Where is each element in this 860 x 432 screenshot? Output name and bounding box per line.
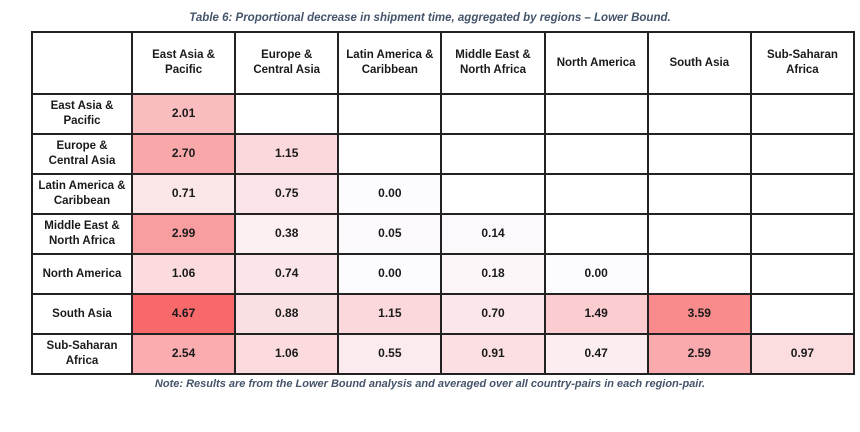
- row-header: South Asia: [31, 293, 133, 335]
- empty-cell: [543, 213, 649, 255]
- empty-cell: [440, 93, 546, 135]
- table-row: Europe & Central Asia 2.70 1.15: [31, 133, 856, 175]
- heat-cell: 0.55: [337, 333, 443, 375]
- empty-cell: [543, 93, 649, 135]
- table-caption: Table 6: Proportional decrease in shipme…: [189, 12, 671, 24]
- empty-cell: [646, 213, 752, 255]
- empty-cell: [543, 173, 649, 215]
- empty-cell: [337, 133, 443, 175]
- empty-cell: [440, 173, 546, 215]
- heat-cell: 0.74: [234, 253, 340, 295]
- empty-cell: [749, 253, 856, 295]
- heat-cell: 0.75: [234, 173, 340, 215]
- corner-cell: [31, 31, 133, 95]
- heat-cell: 3.59: [646, 293, 752, 335]
- col-header: Europe & Central Asia: [234, 31, 340, 95]
- col-header: South Asia: [646, 31, 752, 95]
- heat-cell: 0.47: [543, 333, 649, 375]
- col-header: East Asia & Pacific: [130, 31, 237, 95]
- heat-cell: 0.88: [234, 293, 340, 335]
- empty-cell: [543, 133, 649, 175]
- col-header: Latin America & Caribbean: [337, 31, 443, 95]
- heat-cell: 1.15: [337, 293, 443, 335]
- empty-cell: [646, 93, 752, 135]
- heat-cell: 4.67: [130, 293, 237, 335]
- heat-cell: 0.14: [440, 213, 546, 255]
- heat-cell: 0.00: [543, 253, 649, 295]
- heat-cell: 2.59: [646, 333, 752, 375]
- row-header: Middle East & North Africa: [31, 213, 133, 255]
- heat-cell: 0.00: [337, 253, 443, 295]
- empty-cell: [646, 133, 752, 175]
- table-row: Middle East & North Africa 2.99 0.38 0.05 0.…: [31, 213, 856, 255]
- heat-cell: 0.18: [440, 253, 546, 295]
- heat-cell: 2.99: [130, 213, 237, 255]
- table-row: Latin America & Caribbean 0.71 0.75 0.00: [31, 173, 856, 215]
- heat-cell: 0.05: [337, 213, 443, 255]
- heat-cell: 2.54: [130, 333, 237, 375]
- heat-cell: 0.91: [440, 333, 546, 375]
- row-header: Europe & Central Asia: [31, 133, 133, 175]
- empty-cell: [749, 93, 856, 135]
- row-header: Latin America & Caribbean: [31, 173, 133, 215]
- heat-cell: 0.70: [440, 293, 546, 335]
- empty-cell: [646, 173, 752, 215]
- col-header: Middle East & North Africa: [440, 31, 546, 95]
- heat-cell: 1.06: [130, 253, 237, 295]
- table-row: South Asia 4.67 0.88 1.15 0.70 1.49 3.59: [31, 293, 856, 335]
- empty-cell: [749, 293, 856, 335]
- table-row: East Asia & Pacific 2.01: [31, 93, 856, 135]
- heat-cell: 1.49: [543, 293, 649, 335]
- col-header: Sub-Saharan Africa: [749, 31, 856, 95]
- empty-cell: [337, 93, 443, 135]
- header-row: East Asia & Pacific Europe & Central Asia…: [31, 31, 856, 95]
- table-note: Note: Results are from the Lower Bound a…: [154, 378, 706, 390]
- heatmap-table: East Asia & Pacific Europe & Central Asia…: [31, 31, 856, 375]
- row-header: East Asia & Pacific: [31, 93, 133, 135]
- row-header: North America: [31, 253, 133, 295]
- heat-cell: 1.06: [234, 333, 340, 375]
- heat-cell: 2.70: [130, 133, 237, 175]
- heat-cell: 0.71: [130, 173, 237, 215]
- empty-cell: [749, 133, 856, 175]
- empty-cell: [234, 93, 340, 135]
- table-row: Sub-Saharan Africa 2.54 1.06 0.55 0.91 0.47 2.…: [31, 333, 856, 375]
- col-header: North America: [543, 31, 649, 95]
- empty-cell: [440, 133, 546, 175]
- empty-cell: [749, 213, 856, 255]
- row-header: Sub-Saharan Africa: [31, 333, 133, 375]
- heat-cell: 2.01: [130, 93, 237, 135]
- heat-cell: 0.00: [337, 173, 443, 215]
- heat-cell: 0.38: [234, 213, 340, 255]
- table-row: North America 1.06 0.74 0.00 0.18 0.00: [31, 253, 856, 295]
- empty-cell: [749, 173, 856, 215]
- heat-cell: 1.15: [234, 133, 340, 175]
- heat-cell: 0.97: [749, 333, 856, 375]
- empty-cell: [646, 253, 752, 295]
